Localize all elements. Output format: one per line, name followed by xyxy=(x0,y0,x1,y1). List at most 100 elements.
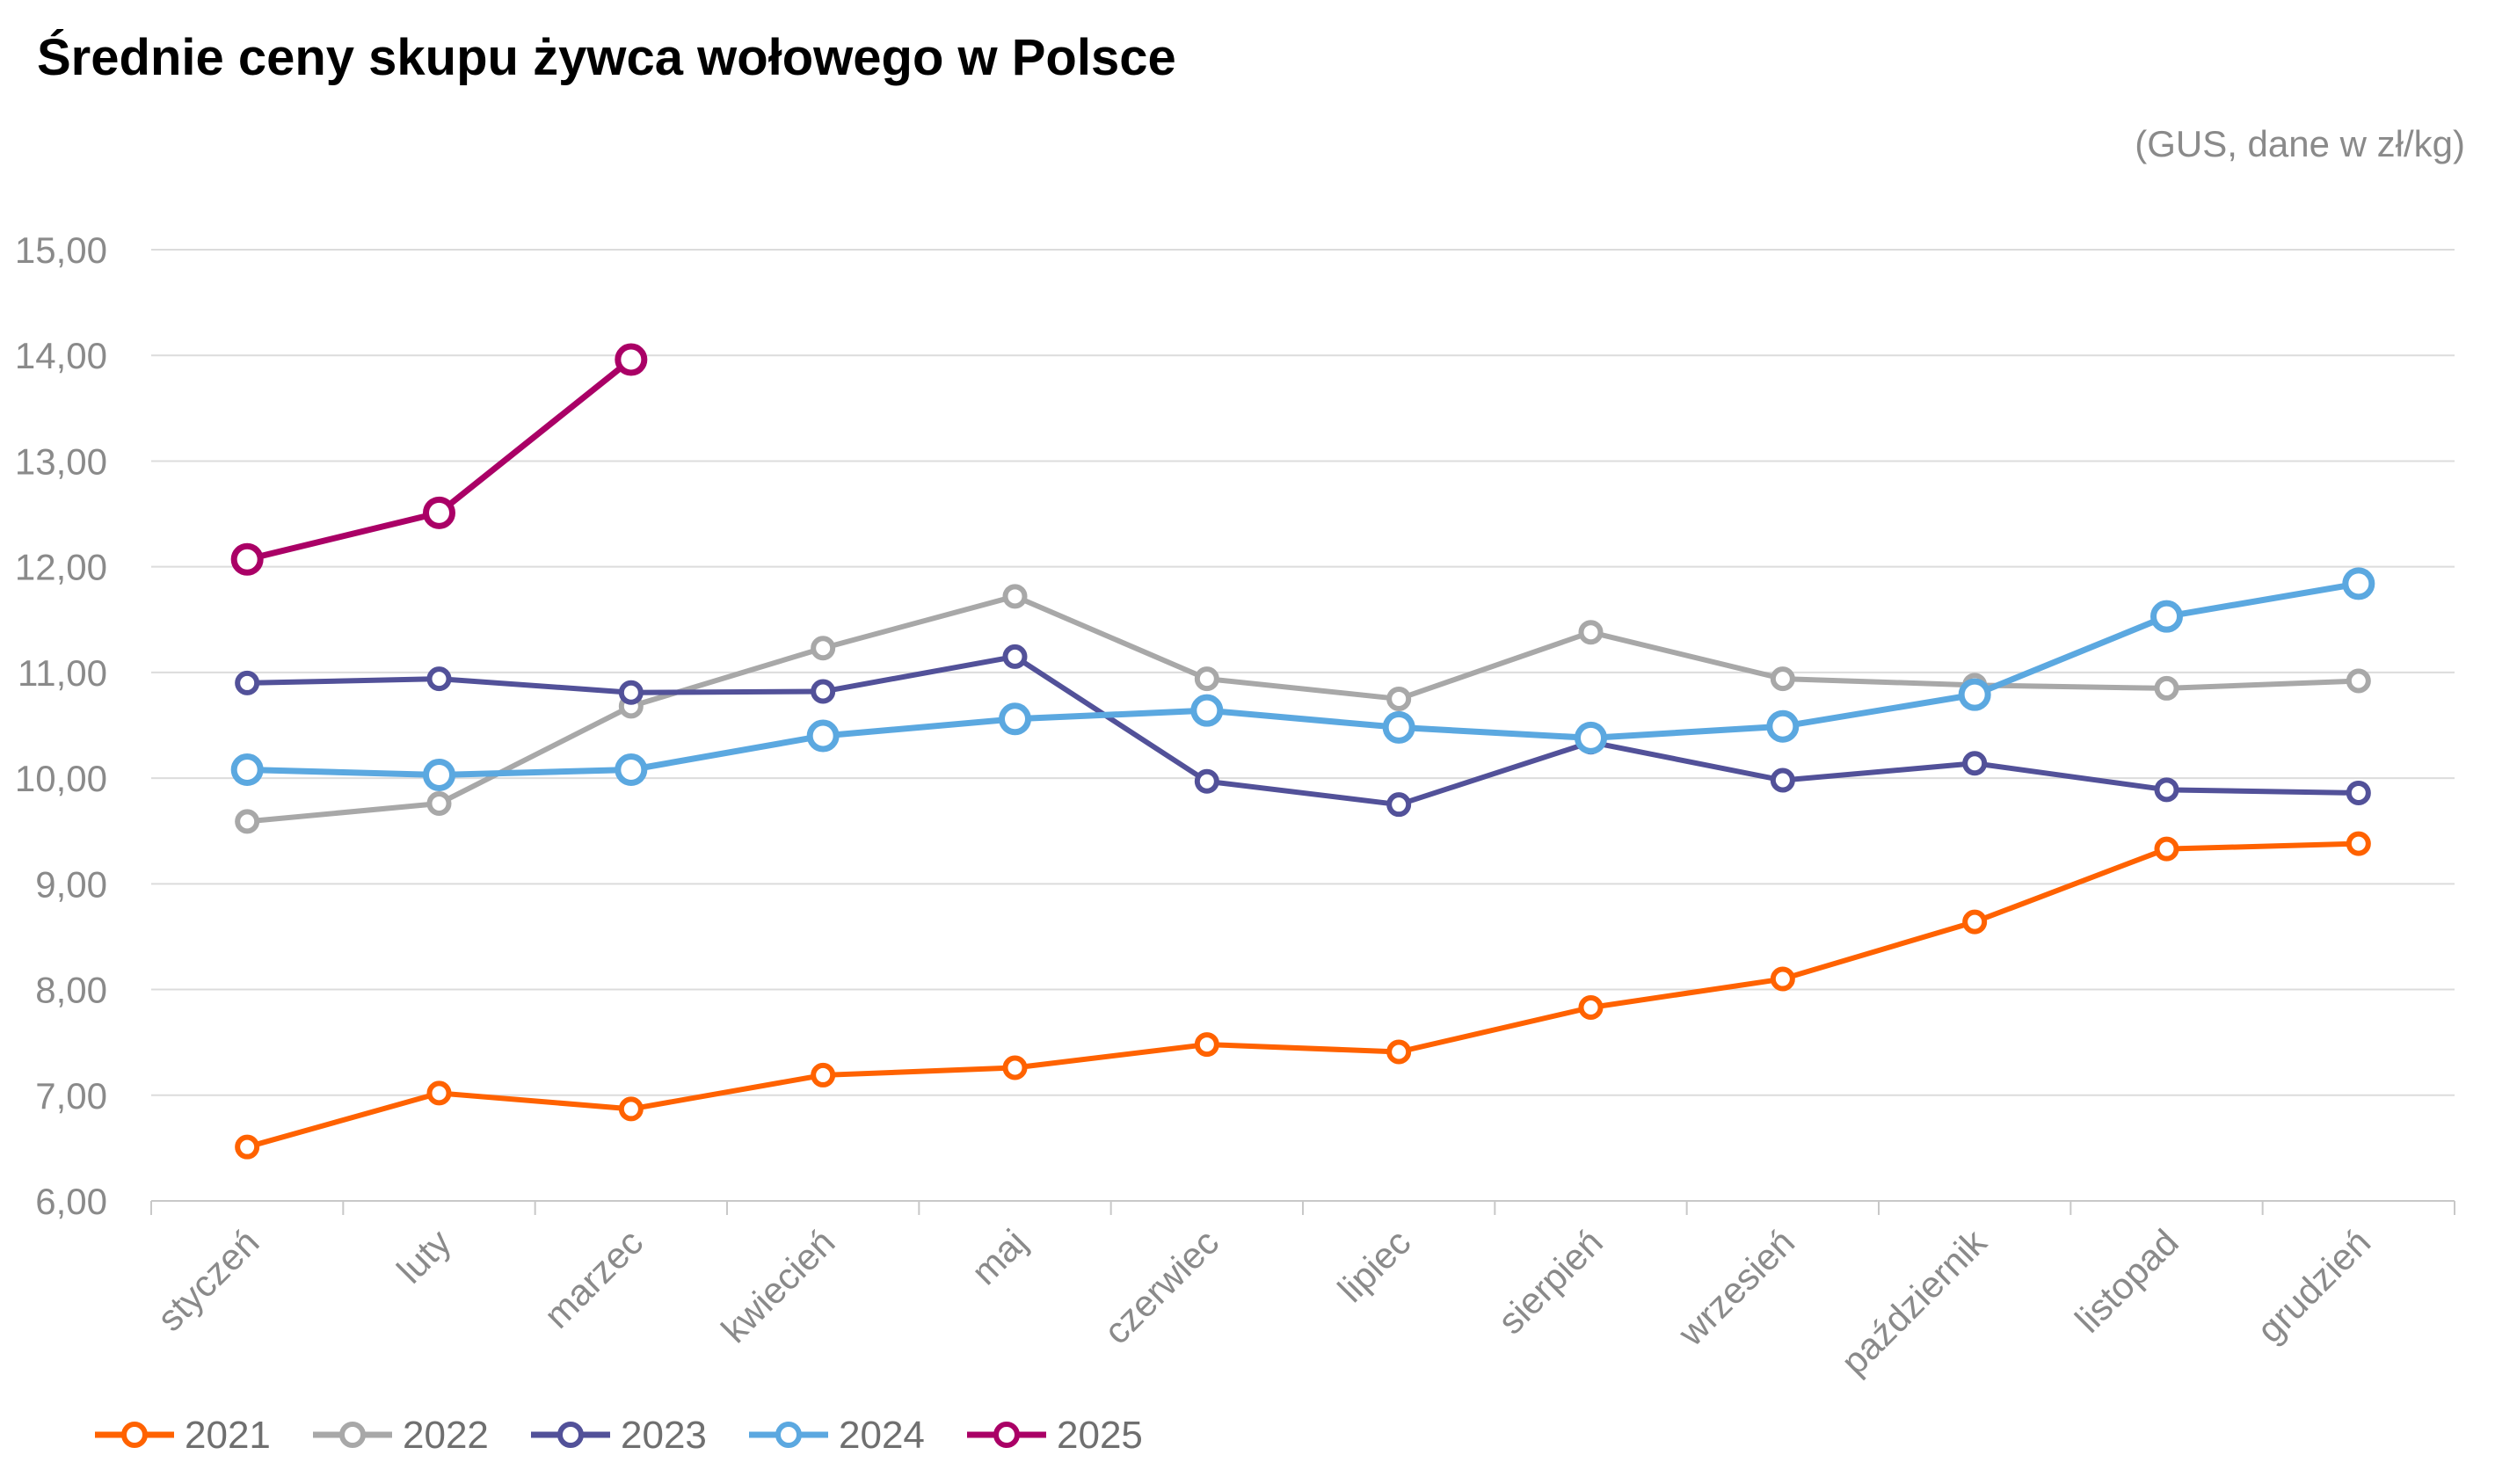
legend-swatch-marker xyxy=(993,1422,1020,1448)
data-point xyxy=(811,679,836,704)
legend-label: 2023 xyxy=(621,1414,707,1457)
y-tick-label: 7,00 xyxy=(35,1075,107,1117)
data-point xyxy=(235,670,260,695)
legend-label: 2025 xyxy=(1057,1414,1143,1457)
x-tick-label: wrzesień xyxy=(1669,1221,1802,1354)
data-point xyxy=(1386,792,1412,818)
x-tick-label: listopad xyxy=(2067,1221,2186,1341)
data-point xyxy=(235,1134,260,1160)
data-point xyxy=(2154,836,2179,862)
series-2021 xyxy=(235,831,2371,1160)
y-tick-label: 11,00 xyxy=(18,652,107,694)
data-point xyxy=(1575,721,1607,754)
data-point xyxy=(999,702,1031,736)
data-point xyxy=(618,1096,644,1122)
legend-swatch-marker xyxy=(557,1422,584,1448)
data-point xyxy=(618,680,644,705)
data-point xyxy=(1578,620,1604,645)
y-tick-label: 15,00 xyxy=(15,229,107,271)
series-2022 xyxy=(235,584,2371,834)
gridlines xyxy=(151,249,2455,1096)
series-2023 xyxy=(235,644,2371,818)
legend-swatch-marker xyxy=(339,1422,366,1448)
x-tick-label: październik xyxy=(1833,1220,1995,1382)
data-point xyxy=(1770,666,1795,692)
data-point xyxy=(1002,1055,1028,1080)
legend-label: 2022 xyxy=(403,1414,489,1457)
y-tick-label: 14,00 xyxy=(15,335,107,376)
data-point xyxy=(230,753,264,786)
data-point xyxy=(2154,675,2179,701)
series-2025 xyxy=(230,343,648,576)
data-point xyxy=(2154,777,2179,803)
data-point xyxy=(1194,666,1219,692)
data-point xyxy=(1194,1032,1219,1058)
x-tick-label: maj xyxy=(964,1221,1035,1292)
x-axis-ticks: styczeń luty marzec kwiecień maj czerwiec lipi… xyxy=(149,1220,2379,1382)
y-tick-label: 9,00 xyxy=(35,863,107,905)
x-tick-label: marzec xyxy=(536,1221,651,1336)
y-tick-label: 12,00 xyxy=(15,547,107,588)
series-line xyxy=(244,580,2362,779)
data-point xyxy=(423,496,455,529)
data-point xyxy=(1386,686,1412,711)
legend-item-2021: 2021 xyxy=(95,1414,271,1457)
data-point xyxy=(423,759,455,792)
data-point xyxy=(806,719,840,753)
data-point xyxy=(1766,709,1800,743)
legend: 2021 2022 2023 2024 2025 xyxy=(95,1414,1143,1457)
data-point xyxy=(811,636,836,661)
data-point xyxy=(1770,767,1795,793)
data-point xyxy=(615,343,648,376)
y-tick-label: 6,00 xyxy=(35,1181,107,1222)
chart-title: Średnie ceny skupu żywca wołowego w Pols… xyxy=(37,29,1176,86)
series-line xyxy=(244,356,635,563)
data-point xyxy=(426,1080,452,1106)
chart-subtitle: (GUS, dane w zł/kg) xyxy=(2135,123,2465,164)
legend-label: 2024 xyxy=(839,1414,925,1457)
data-point xyxy=(2346,668,2371,694)
legend-swatch-marker xyxy=(775,1422,802,1448)
data-point xyxy=(426,790,452,816)
y-tick-label: 10,00 xyxy=(15,758,107,799)
data-point xyxy=(2150,600,2183,633)
data-point xyxy=(235,809,260,834)
data-point xyxy=(1958,678,1991,711)
x-tick-label: grudzień xyxy=(2249,1221,2378,1350)
data-point xyxy=(1962,751,1988,776)
data-point xyxy=(426,666,452,692)
data-point xyxy=(1382,710,1415,744)
x-tick-label: kwiecień xyxy=(713,1221,842,1350)
y-tick-label: 8,00 xyxy=(35,970,107,1011)
data-point xyxy=(1002,584,1028,609)
series-line xyxy=(244,593,2361,825)
legend-swatch-marker xyxy=(121,1422,148,1448)
x-axis xyxy=(150,1200,2455,1215)
data-point xyxy=(2346,780,2371,805)
data-point xyxy=(1386,1039,1412,1065)
x-tick-label: czerwiec xyxy=(1095,1221,1226,1352)
legend-label: 2021 xyxy=(185,1414,271,1457)
series-line xyxy=(244,653,2361,808)
legend-item-2025: 2025 xyxy=(967,1414,1143,1457)
series-lines xyxy=(230,343,2375,1160)
data-point xyxy=(1190,694,1224,727)
data-point xyxy=(1962,909,1988,935)
data-point xyxy=(1194,768,1219,794)
x-tick-label: lipiec xyxy=(1330,1221,1419,1310)
series-2024 xyxy=(230,567,2375,792)
y-tick-label: 13,00 xyxy=(15,440,107,482)
legend-item-2024: 2024 xyxy=(749,1414,925,1457)
data-point xyxy=(1578,994,1604,1020)
data-point xyxy=(615,753,648,786)
data-point xyxy=(230,542,264,576)
x-tick-label: styczeń xyxy=(149,1221,267,1339)
x-tick-label: sierpień xyxy=(1490,1221,1611,1342)
series-line xyxy=(244,840,2361,1150)
y-axis-ticks: 6,00 7,00 8,00 9,00 10,00 11,00 12,00 13,00 14,0… xyxy=(15,229,107,1222)
data-point xyxy=(811,1062,836,1088)
data-point xyxy=(1002,644,1028,669)
data-point xyxy=(2346,831,2371,856)
data-point xyxy=(2342,567,2375,600)
